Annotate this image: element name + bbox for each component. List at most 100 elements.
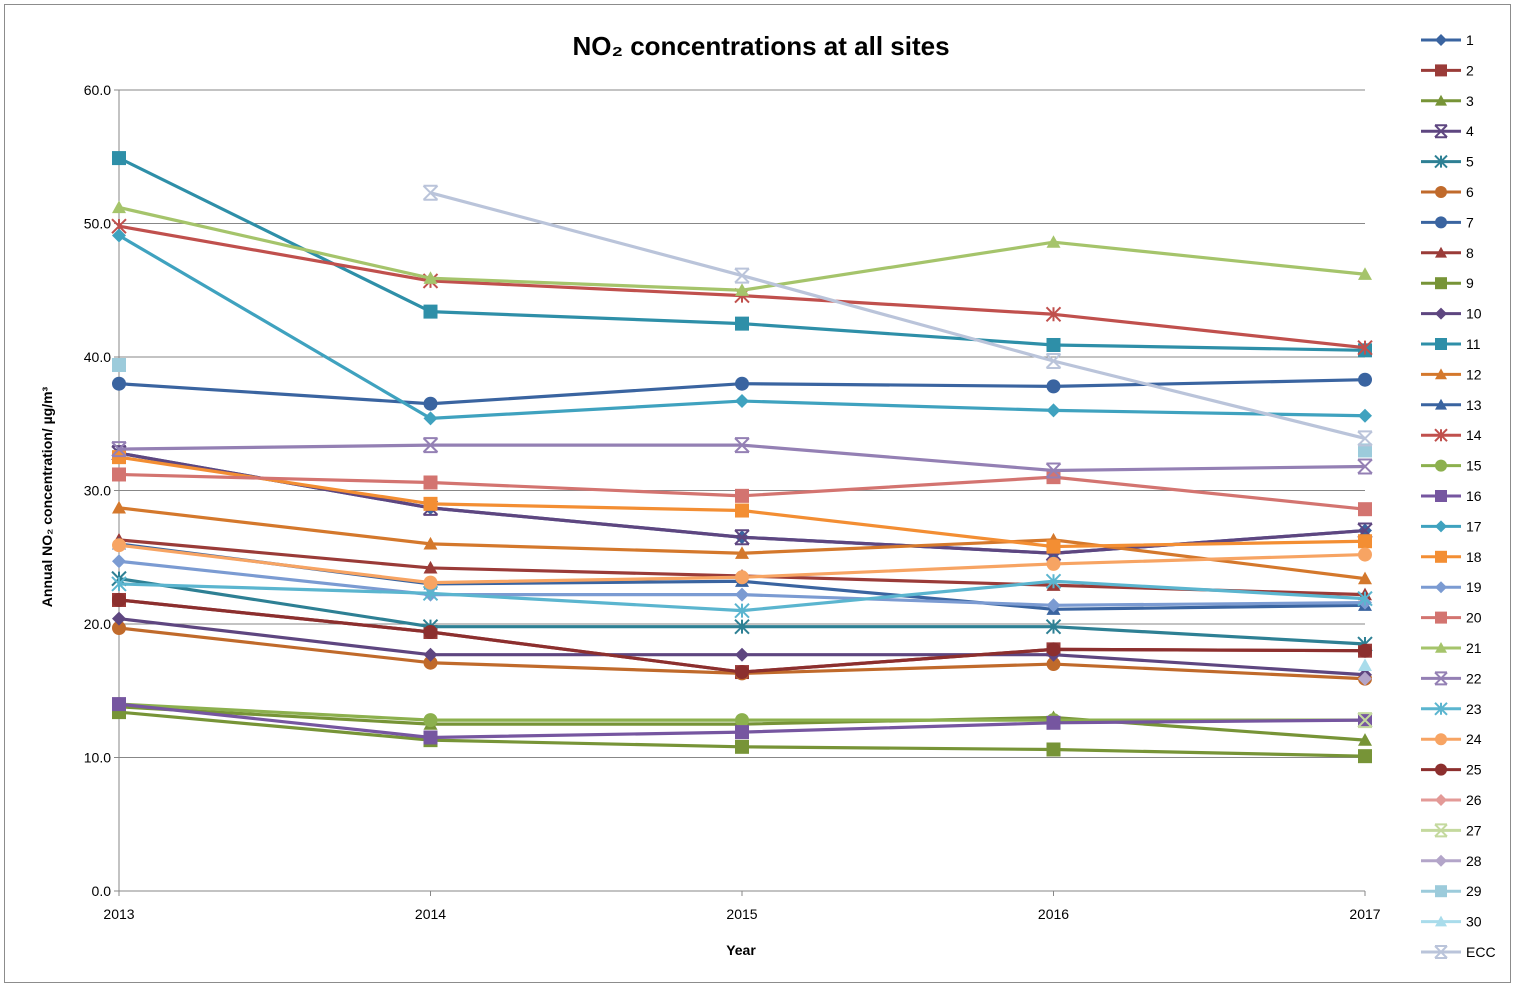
data-point [1046,235,1061,248]
series-18 [112,450,1372,554]
legend: 1234567891011121314151617181920212223242… [1421,32,1496,960]
data-point [735,394,749,409]
data-point [423,647,438,662]
legend-label: 10 [1466,306,1482,322]
y-tick-label: 30.0 [84,483,111,499]
data-point [735,546,749,559]
data-point [112,611,126,626]
legend-swatch-marker [1434,124,1448,139]
data-point [423,536,438,550]
data-point [1357,522,1373,539]
data-point [735,665,749,680]
data-point [1045,306,1062,322]
data-point [1045,462,1062,479]
legend-swatch-marker [1434,702,1448,716]
legend-swatch-marker [1435,550,1447,563]
data-point [735,587,749,602]
data-point [1046,598,1061,613]
legend-label: 24 [1466,731,1482,747]
legend-label: 25 [1466,762,1482,778]
data-point [734,602,750,619]
data-point [423,271,438,284]
data-point [1046,715,1061,730]
legend-item-ECC: ECC [1421,944,1496,960]
chart-title: NO₂ concentrations at all sites [572,31,949,61]
legend-label: 23 [1466,701,1482,717]
legend-swatch-marker [1435,915,1447,927]
y-tick-label: 10.0 [84,750,111,766]
legend-swatch-marker [1435,246,1447,258]
legend-item-2: 2 [1421,62,1474,78]
series-21 [112,200,1372,296]
data-point [1358,571,1372,585]
series-24 [112,538,1372,590]
data-point [1358,443,1372,458]
data-point [112,358,126,373]
series-27 [1357,712,1373,729]
data-point [1046,556,1061,571]
legend-label: 2 [1466,62,1474,78]
data-point [734,437,750,454]
data-point [1046,403,1061,418]
data-point [112,200,126,214]
legend-swatch-marker [1435,216,1447,229]
data-point [1357,590,1373,607]
data-point [735,376,749,391]
data-point [112,467,126,482]
legend-item-14: 14 [1421,427,1482,443]
data-point [1046,539,1061,554]
legend-item-28: 28 [1421,853,1482,869]
data-point [1045,353,1062,370]
legend-swatch-marker [1435,368,1447,380]
legend-label: 26 [1466,792,1482,808]
legend-item-10: 10 [1421,306,1482,322]
series-30 [1358,658,1372,671]
legend-swatch-marker [1435,763,1447,776]
legend-label: 20 [1466,610,1482,626]
data-point [112,697,126,712]
legend-swatch-marker [1435,307,1447,320]
legend-item-13: 13 [1421,397,1482,413]
data-point [1357,458,1373,475]
data-point [112,554,126,569]
series-line [118,205,1366,292]
data-point [423,475,438,490]
data-point [112,376,126,391]
y-tick-label: 20.0 [84,616,111,632]
legend-label: 28 [1466,853,1482,869]
data-point [1357,339,1373,356]
series-16 [112,697,1372,745]
data-point [1358,547,1372,562]
legend-label: 11 [1466,336,1481,352]
data-point [1046,657,1061,672]
legend-label: 3 [1466,93,1474,109]
legend-item-7: 7 [1421,214,1474,230]
legend-swatch-marker [1434,945,1448,959]
legend-item-16: 16 [1421,488,1482,504]
data-point [1358,502,1372,517]
data-point [1358,408,1372,423]
chart-frame: NO₂ concentrations at all sites 0.0 10.0 2… [4,4,1511,983]
legend-swatch-marker [1435,885,1447,898]
series-25 [112,592,1372,680]
data-point [423,730,438,745]
legend-item-9: 9 [1421,275,1474,291]
data-point [423,655,438,670]
series-17 [112,228,1372,426]
data-point [1358,534,1372,549]
y-tick-label: 50.0 [84,216,111,232]
legend-label: 19 [1466,579,1482,595]
legend-label: 4 [1466,123,1474,139]
legend-label: 18 [1466,549,1482,565]
data-point [1358,267,1372,280]
legend-item-22: 22 [1421,670,1482,686]
legend-label: 29 [1466,883,1482,899]
legend-item-18: 18 [1421,549,1482,565]
data-point [422,184,439,201]
x-tick-label: 2017 [1349,906,1380,922]
legend-item-27: 27 [1421,822,1482,838]
data-point [111,441,127,458]
data-point [1358,658,1372,671]
legend-swatch-marker [1434,154,1448,169]
data-point [422,437,439,454]
